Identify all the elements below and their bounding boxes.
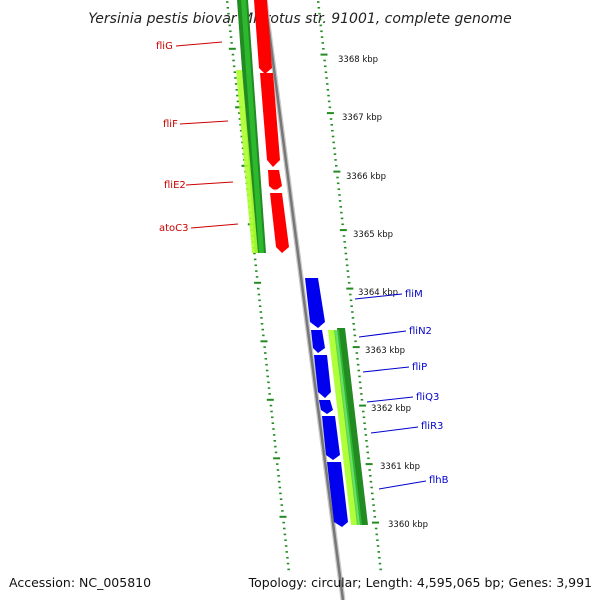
gc-dark-band-lower [337,328,368,525]
gc-light-band-lower [328,330,358,525]
accession-text: Accession: NC_005810 [9,575,151,590]
gene-arrow-fliM [305,278,325,328]
gene-label-fliE2: fliE2 [164,180,186,191]
gene-label-flhB: flhB [429,475,449,486]
left-gene-labels: fliG fliF fliE2 atoC3 [156,41,239,234]
kbp-label: 3360 kbp [388,520,428,530]
gene-arrow-fliN2 [311,330,325,353]
kbp-label: 3362 kbp [371,404,411,414]
kbp-label: 3364 kbp [358,288,398,298]
kbp-label: 3366 kbp [346,172,386,182]
gc-mid-band-lower [334,330,362,525]
kbp-label: 3361 kbp [380,462,420,472]
kbp-label: 3363 kbp [365,346,405,356]
gc-mid-band-upper [241,0,264,253]
genome-backbone-line [263,0,345,600]
right-gene-labels: fliM fliN2 fliP fliQ3 fliR3 flhB [354,289,449,490]
gene-arrow-fliR3 [322,416,340,460]
left-tick-ruler [226,1,290,571]
gene-label-fliP: fliP [412,362,427,373]
gene-label-fliF: fliF [163,119,178,130]
gene-arrow-flhB [327,462,348,527]
gc-light-band-upper [236,70,258,253]
kbp-label: 3368 kbp [338,55,378,65]
gene-arrow-fliF [260,73,280,167]
gc-track-lower [328,328,368,525]
gene-arrow-fliP [314,355,331,398]
gene-label-fliM: fliM [405,289,423,300]
gene-label-atoC3: atoC3 [159,223,189,234]
gene-arrow-fliQ3 [319,400,333,414]
gene-label-fliR3: fliR3 [421,421,443,432]
gene-label-fliG: fliG [156,41,173,52]
gene-arrow-fliG [254,0,272,74]
genome-title: Yersinia pestis biovar Microtus str. 910… [88,11,511,27]
forward-genes [254,0,289,253]
gene-label-fliN2: fliN2 [409,326,432,337]
kbp-label: 3365 kbp [353,230,393,240]
gene-label-fliQ3: fliQ3 [416,392,439,403]
kbp-labels: 3368 kbp 3367 kbp 3366 kbp 3365 kbp 3364… [338,55,428,530]
gene-arrow-atoC3 [270,193,289,253]
right-tick-ruler [317,1,382,571]
gc-track-upper [236,0,266,253]
genome-summary-text: Topology: circular; Length: 4,595,065 bp… [248,575,592,590]
gene-arrow-fliE2 [268,170,282,191]
kbp-label: 3367 kbp [342,113,382,123]
reverse-genes [305,278,348,527]
